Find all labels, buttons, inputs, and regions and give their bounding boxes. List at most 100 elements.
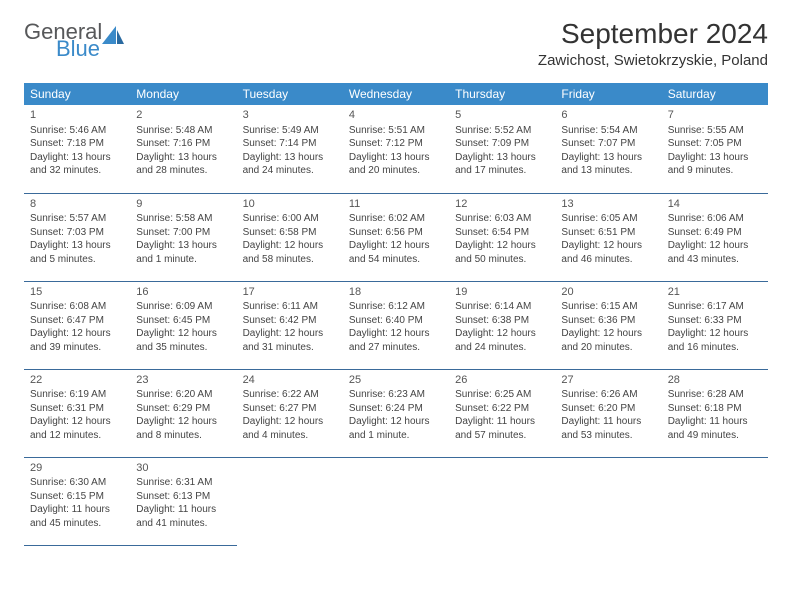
sunrise-line: Sunrise: 6:09 AM — [136, 300, 230, 314]
sunrise-line: Sunrise: 5:54 AM — [561, 124, 655, 138]
calendar-cell: 11Sunrise: 6:02 AMSunset: 6:56 PMDayligh… — [343, 193, 449, 281]
daylight-line: Daylight: 12 hours — [561, 327, 655, 341]
calendar-table: SundayMondayTuesdayWednesdayThursdayFrid… — [24, 83, 768, 546]
sunset-line: Sunset: 6:47 PM — [30, 314, 124, 328]
sunrise-line: Sunrise: 5:52 AM — [455, 124, 549, 138]
day-number: 28 — [668, 373, 762, 388]
calendar-cell: 17Sunrise: 6:11 AMSunset: 6:42 PMDayligh… — [237, 281, 343, 369]
day-number: 7 — [668, 108, 762, 123]
daylight-line: Daylight: 13 hours — [30, 239, 124, 253]
sunrise-line: Sunrise: 6:22 AM — [243, 388, 337, 402]
daylight-line: and 17 minutes. — [455, 164, 549, 178]
daylight-line: Daylight: 12 hours — [243, 415, 337, 429]
day-number: 8 — [30, 197, 124, 212]
daylight-line: Daylight: 13 hours — [668, 151, 762, 165]
sunrise-line: Sunrise: 6:03 AM — [455, 212, 549, 226]
daylight-line: and 1 minute. — [136, 253, 230, 267]
daylight-line: and 49 minutes. — [668, 429, 762, 443]
sunset-line: Sunset: 6:33 PM — [668, 314, 762, 328]
daylight-line: Daylight: 11 hours — [136, 503, 230, 517]
sunset-line: Sunset: 6:58 PM — [243, 226, 337, 240]
day-number: 11 — [349, 197, 443, 212]
sunrise-line: Sunrise: 5:48 AM — [136, 124, 230, 138]
daylight-line: Daylight: 11 hours — [668, 415, 762, 429]
sunset-line: Sunset: 7:14 PM — [243, 137, 337, 151]
title-block: September 2024 Zawichost, Swietokrzyskie… — [538, 18, 768, 69]
sunset-line: Sunset: 6:15 PM — [30, 490, 124, 504]
calendar-body: 1Sunrise: 5:46 AMSunset: 7:18 PMDaylight… — [24, 105, 768, 545]
sunrise-line: Sunrise: 5:57 AM — [30, 212, 124, 226]
day-number: 16 — [136, 285, 230, 300]
daylight-line: and 46 minutes. — [561, 253, 655, 267]
daylight-line: and 50 minutes. — [455, 253, 549, 267]
daylight-line: Daylight: 12 hours — [30, 415, 124, 429]
calendar-cell: 3Sunrise: 5:49 AMSunset: 7:14 PMDaylight… — [237, 105, 343, 193]
day-header: Thursday — [449, 83, 555, 105]
daylight-line: and 12 minutes. — [30, 429, 124, 443]
calendar-cell: 24Sunrise: 6:22 AMSunset: 6:27 PMDayligh… — [237, 369, 343, 457]
daylight-line: Daylight: 12 hours — [455, 239, 549, 253]
day-header: Wednesday — [343, 83, 449, 105]
daylight-line: Daylight: 12 hours — [349, 239, 443, 253]
daylight-line: and 9 minutes. — [668, 164, 762, 178]
daylight-line: and 24 minutes. — [455, 341, 549, 355]
daylight-line: Daylight: 11 hours — [561, 415, 655, 429]
calendar-row: 8Sunrise: 5:57 AMSunset: 7:03 PMDaylight… — [24, 193, 768, 281]
calendar-row: 1Sunrise: 5:46 AMSunset: 7:18 PMDaylight… — [24, 105, 768, 193]
sunset-line: Sunset: 7:12 PM — [349, 137, 443, 151]
day-header: Sunday — [24, 83, 130, 105]
sunset-line: Sunset: 6:36 PM — [561, 314, 655, 328]
daylight-line: Daylight: 12 hours — [455, 327, 549, 341]
calendar-cell: 4Sunrise: 5:51 AMSunset: 7:12 PMDaylight… — [343, 105, 449, 193]
day-number: 30 — [136, 461, 230, 476]
daylight-line: and 5 minutes. — [30, 253, 124, 267]
sunset-line: Sunset: 7:16 PM — [136, 137, 230, 151]
day-number: 9 — [136, 197, 230, 212]
day-header: Tuesday — [237, 83, 343, 105]
calendar-row: 15Sunrise: 6:08 AMSunset: 6:47 PMDayligh… — [24, 281, 768, 369]
sunset-line: Sunset: 7:18 PM — [30, 137, 124, 151]
day-number: 25 — [349, 373, 443, 388]
calendar-cell — [555, 457, 661, 545]
day-number: 26 — [455, 373, 549, 388]
calendar-cell: 10Sunrise: 6:00 AMSunset: 6:58 PMDayligh… — [237, 193, 343, 281]
sunrise-line: Sunrise: 6:19 AM — [30, 388, 124, 402]
daylight-line: and 1 minute. — [349, 429, 443, 443]
daylight-line: and 39 minutes. — [30, 341, 124, 355]
sunrise-line: Sunrise: 6:28 AM — [668, 388, 762, 402]
sunset-line: Sunset: 6:49 PM — [668, 226, 762, 240]
daylight-line: Daylight: 13 hours — [136, 151, 230, 165]
sunset-line: Sunset: 6:42 PM — [243, 314, 337, 328]
sunset-line: Sunset: 6:40 PM — [349, 314, 443, 328]
daylight-line: and 45 minutes. — [30, 517, 124, 531]
daylight-line: Daylight: 13 hours — [349, 151, 443, 165]
calendar-cell: 22Sunrise: 6:19 AMSunset: 6:31 PMDayligh… — [24, 369, 130, 457]
sunset-line: Sunset: 6:18 PM — [668, 402, 762, 416]
day-number: 14 — [668, 197, 762, 212]
sunrise-line: Sunrise: 6:30 AM — [30, 476, 124, 490]
calendar-cell: 12Sunrise: 6:03 AMSunset: 6:54 PMDayligh… — [449, 193, 555, 281]
daylight-line: Daylight: 12 hours — [561, 239, 655, 253]
daylight-line: Daylight: 12 hours — [349, 415, 443, 429]
calendar-cell: 1Sunrise: 5:46 AMSunset: 7:18 PMDaylight… — [24, 105, 130, 193]
daylight-line: and 43 minutes. — [668, 253, 762, 267]
daylight-line: Daylight: 13 hours — [455, 151, 549, 165]
daylight-line: Daylight: 12 hours — [668, 239, 762, 253]
sunset-line: Sunset: 6:31 PM — [30, 402, 124, 416]
day-header-row: SundayMondayTuesdayWednesdayThursdayFrid… — [24, 83, 768, 105]
sunrise-line: Sunrise: 6:11 AM — [243, 300, 337, 314]
sunrise-line: Sunrise: 6:12 AM — [349, 300, 443, 314]
daylight-line: and 4 minutes. — [243, 429, 337, 443]
daylight-line: and 57 minutes. — [455, 429, 549, 443]
daylight-line: and 24 minutes. — [243, 164, 337, 178]
sunset-line: Sunset: 6:38 PM — [455, 314, 549, 328]
daylight-line: and 20 minutes. — [561, 341, 655, 355]
calendar-cell: 19Sunrise: 6:14 AMSunset: 6:38 PMDayligh… — [449, 281, 555, 369]
daylight-line: and 20 minutes. — [349, 164, 443, 178]
day-number: 6 — [561, 108, 655, 123]
day-header: Saturday — [662, 83, 768, 105]
calendar-cell — [343, 457, 449, 545]
calendar-cell: 28Sunrise: 6:28 AMSunset: 6:18 PMDayligh… — [662, 369, 768, 457]
day-number: 3 — [243, 108, 337, 123]
day-number: 24 — [243, 373, 337, 388]
